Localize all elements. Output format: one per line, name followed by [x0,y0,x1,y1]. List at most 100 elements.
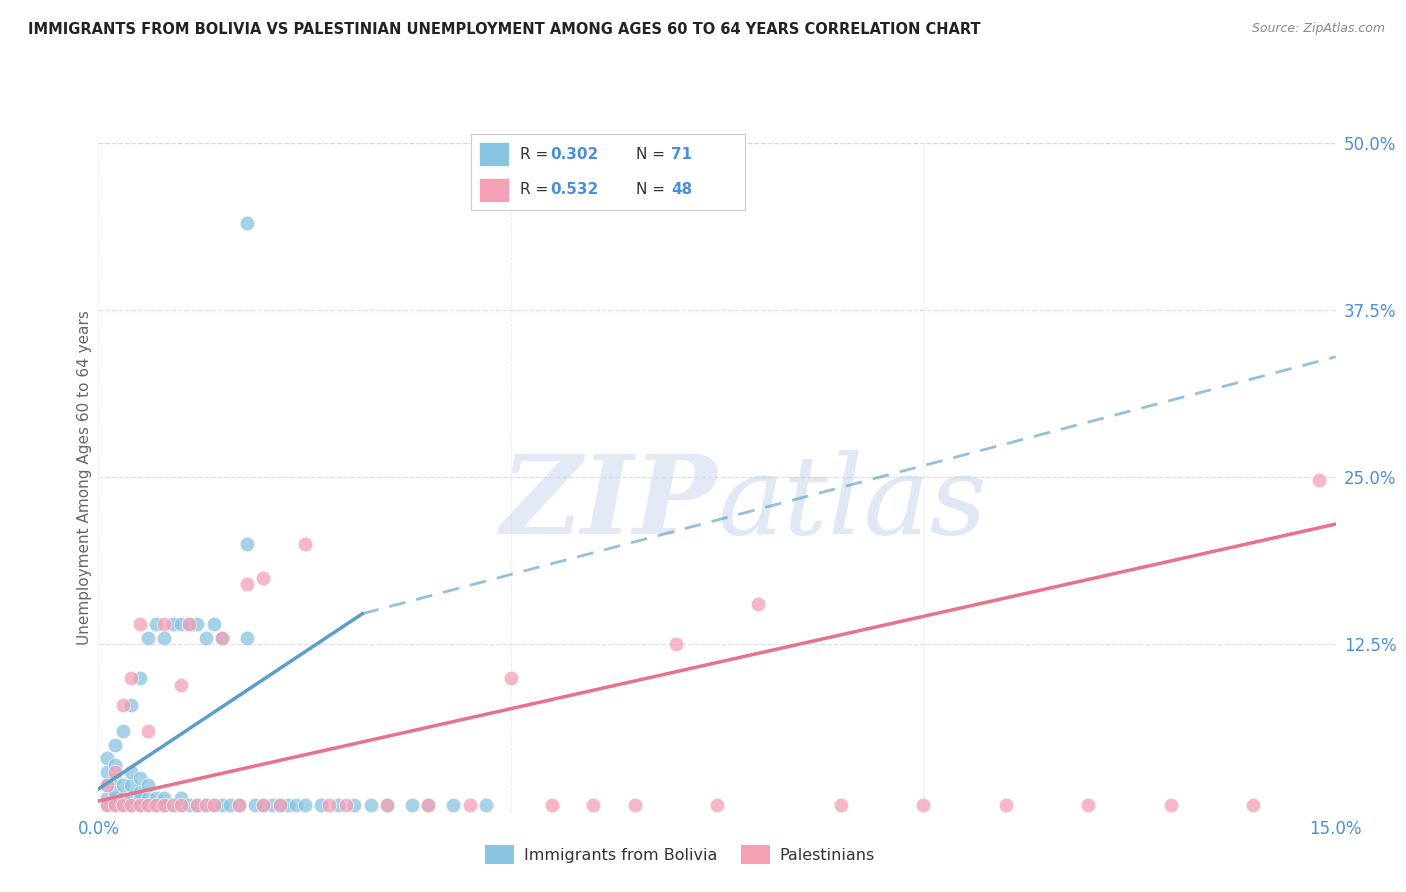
Point [186,797,208,812]
Point [120,698,142,712]
Point [112,797,135,812]
Text: ZIP: ZIP [501,450,717,558]
Point [96,764,118,779]
Point [252,797,274,812]
Legend: Immigrants from Bolivia, Palestinians: Immigrants from Bolivia, Palestinians [479,838,882,871]
Point [96,797,118,812]
Point [104,785,127,799]
Point [360,797,382,812]
Point [401,797,423,812]
Point [120,797,142,812]
Point [179,617,201,632]
Point [120,791,142,805]
Point [179,617,201,632]
Point [136,724,159,739]
Point [104,764,127,779]
Point [145,797,167,812]
Point [120,671,142,685]
Point [475,797,498,812]
Point [326,797,349,812]
Point [260,797,283,812]
Point [912,797,935,812]
Point [104,797,127,812]
Point [104,738,127,752]
Point [335,797,357,812]
Point [994,797,1017,812]
Text: R =: R = [520,182,554,196]
Text: Source: ZipAtlas.com: Source: ZipAtlas.com [1251,22,1385,36]
Point [441,797,464,812]
Point [269,797,291,812]
Point [96,778,118,792]
Point [186,617,208,632]
Point [243,797,266,812]
Point [269,797,291,812]
Bar [479,178,509,202]
Point [120,797,142,812]
Point [128,617,150,632]
Y-axis label: Unemployment Among Ages 60 to 64 years: Unemployment Among Ages 60 to 64 years [77,310,91,645]
Point [136,797,159,812]
Point [153,631,176,645]
Point [294,537,316,551]
Point [128,785,150,799]
Point [162,617,184,632]
Point [236,537,259,551]
Point [104,757,127,772]
Point [112,778,135,792]
Point [194,797,217,812]
Point [145,791,167,805]
Point [162,797,184,812]
Point [170,797,193,812]
Point [170,617,193,632]
Point [96,797,118,812]
Point [96,778,118,792]
Point [170,678,193,692]
Point [120,764,142,779]
Point [112,797,135,812]
Point [1308,473,1330,487]
Point [112,791,135,805]
Point [186,797,208,812]
Point [211,797,233,812]
Point [211,631,233,645]
Point [665,637,688,651]
Point [153,797,176,812]
Point [104,771,127,786]
Point [277,797,299,812]
Point [145,797,167,812]
Point [294,797,316,812]
Point [236,577,259,591]
Point [96,751,118,765]
Point [318,797,340,812]
Point [128,791,150,805]
Text: N =: N = [636,147,669,161]
Point [541,797,564,812]
Point [228,797,250,812]
Point [162,797,184,812]
Point [153,797,176,812]
Point [136,778,159,792]
Point [623,797,645,812]
Point [179,797,201,812]
Point [128,671,150,685]
Point [830,797,852,812]
Point [170,791,193,805]
Point [120,778,142,792]
Point [285,797,308,812]
Point [252,571,274,585]
Point [418,797,440,812]
Point [153,617,176,632]
Point [375,797,398,812]
Point [418,797,440,812]
Point [145,617,167,632]
Point [128,797,150,812]
Point [499,671,522,685]
Point [252,797,274,812]
Point [236,216,259,230]
Point [170,797,193,812]
Text: R =: R = [520,147,554,161]
Point [202,617,225,632]
Point [128,771,150,786]
Point [136,791,159,805]
